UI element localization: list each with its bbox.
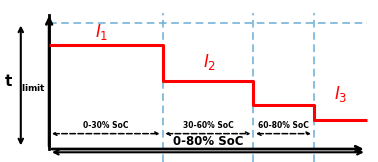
Text: $I_1$: $I_1$	[95, 22, 109, 42]
Text: 60-80% SoC: 60-80% SoC	[258, 121, 309, 130]
Text: $\mathbf{t}$: $\mathbf{t}$	[4, 73, 13, 89]
Text: 0-30% SoC: 0-30% SoC	[83, 121, 129, 130]
Text: 30-60% SoC: 30-60% SoC	[183, 121, 233, 130]
Text: $\mathbf{limit}$: $\mathbf{limit}$	[21, 82, 45, 93]
Text: 0-80% SoC: 0-80% SoC	[173, 135, 243, 148]
Text: $I_3$: $I_3$	[333, 84, 347, 104]
Text: $I_2$: $I_2$	[203, 52, 216, 72]
